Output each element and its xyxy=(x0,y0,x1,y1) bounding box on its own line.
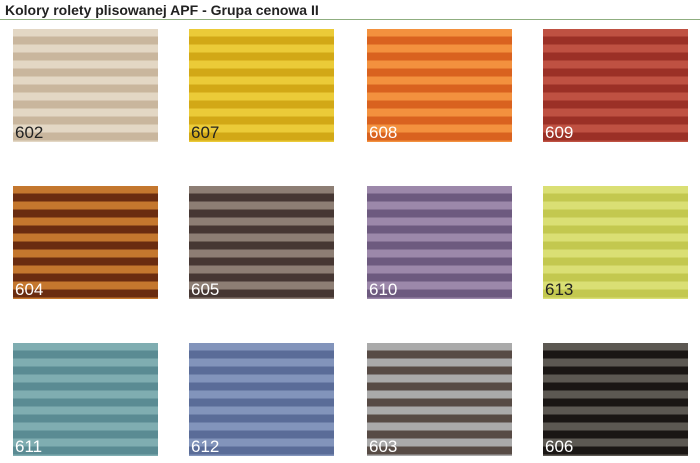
color-swatch-612[interactable]: 612 xyxy=(189,343,334,456)
swatch-code: 612 xyxy=(191,437,220,456)
swatch-code: 611 xyxy=(15,437,43,456)
color-swatch-613[interactable]: 613 xyxy=(543,186,688,299)
color-swatch-603[interactable]: 603 xyxy=(367,343,512,456)
swatch-code: 613 xyxy=(545,280,574,299)
color-swatch-611[interactable]: 611 xyxy=(13,343,158,456)
color-swatch-610[interactable]: 610 xyxy=(367,186,512,299)
swatch-code: 602 xyxy=(15,123,44,142)
color-swatch-606[interactable]: 606 xyxy=(543,343,688,456)
color-swatch-602[interactable]: 602 xyxy=(13,29,158,142)
swatch-code: 606 xyxy=(545,437,574,456)
swatch-code: 604 xyxy=(15,280,44,299)
color-swatch-605[interactable]: 605 xyxy=(189,186,334,299)
color-swatch-609[interactable]: 609 xyxy=(543,29,688,142)
swatch-code: 608 xyxy=(369,123,398,142)
page-title: Kolory rolety plisowanej APF - Grupa cen… xyxy=(5,2,319,18)
title-divider xyxy=(0,19,700,20)
color-swatch-607[interactable]: 607 xyxy=(189,29,334,142)
swatch-code: 607 xyxy=(191,123,220,142)
swatch-code: 609 xyxy=(545,123,574,142)
swatch-code: 603 xyxy=(369,437,398,456)
color-swatch-608[interactable]: 608 xyxy=(367,29,512,142)
swatch-code: 610 xyxy=(369,280,398,299)
color-swatch-604[interactable]: 604 xyxy=(13,186,158,299)
swatch-code: 605 xyxy=(191,280,220,299)
